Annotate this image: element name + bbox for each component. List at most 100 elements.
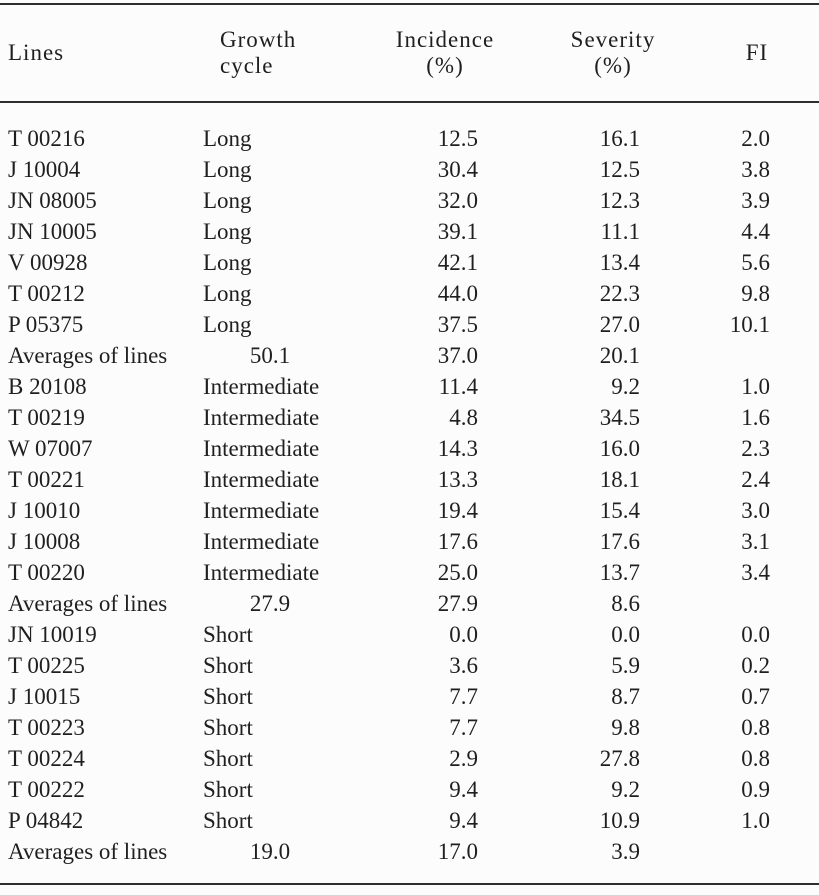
- line-cell: Averages of lines: [8, 342, 168, 368]
- incidence-cell: 11.4: [438, 373, 478, 399]
- table-row: JN 10005 Long 39.1 11.1 4.4: [0, 216, 819, 247]
- severity-cell: 8.7: [611, 683, 640, 709]
- growth-cycle-cell: Short: [203, 776, 253, 802]
- incidence-cell: 9.4: [449, 807, 478, 833]
- fi-cell: 2.4: [741, 466, 770, 492]
- column-header-fi: FI: [660, 4, 819, 103]
- table-header: Lines Growth cycle Incidence (%) Severit…: [0, 4, 819, 123]
- severity-cell: 11.1: [600, 218, 640, 244]
- severity-cell: 12.5: [599, 156, 640, 182]
- incidence-cell: 37.0: [437, 342, 478, 368]
- column-header-incidence: Incidence (%): [345, 4, 500, 103]
- column-header-fi-label: FI: [745, 40, 769, 65]
- growth-cycle-cell: Intermediate: [203, 559, 320, 585]
- table-row: J 10010 Intermediate 19.4 15.4 3.0: [0, 495, 819, 526]
- severity-cell: 27.0: [599, 311, 640, 337]
- column-header-incidence-unit: (%): [426, 53, 464, 78]
- line-cell: W 07007: [8, 435, 93, 461]
- table-row: T 00220 Intermediate 25.0 13.7 3.4: [0, 557, 819, 588]
- table-row: J 10004 Long 30.4 12.5 3.8: [0, 154, 819, 185]
- header-spacer-row: [0, 102, 819, 123]
- column-header-lines: Lines: [0, 4, 195, 103]
- table-row: P 04842 Short 9.4 10.9 1.0: [0, 805, 819, 836]
- severity-cell: 16.0: [599, 435, 640, 461]
- line-cell: B 20108: [8, 373, 87, 399]
- growth-cycle-cell: Long: [203, 156, 252, 182]
- table-body: T 00216 Long 12.5 16.1 2.0 J 10004 Long 30.4 12.…: [0, 123, 819, 867]
- growth-cycle-cell: Short: [203, 745, 253, 771]
- header-row: Lines Growth cycle Incidence (%) Severit…: [0, 4, 819, 103]
- average-row: Averages of lines 27.9 27.9 8.6: [0, 588, 819, 619]
- table-row: J 10015 Short 7.7 8.7 0.7: [0, 681, 819, 712]
- fi-cell: 0.2: [741, 652, 770, 678]
- growth-cycle-cell: 50.1: [249, 342, 291, 368]
- line-cell: T 00220: [8, 559, 85, 585]
- growth-cycle-cell: Intermediate: [203, 435, 320, 461]
- line-cell: JN 10005: [8, 218, 97, 244]
- growth-cycle-cell: Long: [203, 311, 252, 337]
- severity-cell: 18.1: [599, 466, 640, 492]
- fi-cell: 4.4: [741, 218, 770, 244]
- growth-cycle-cell: Long: [203, 125, 252, 151]
- growth-cycle-cell: Intermediate: [203, 466, 320, 492]
- severity-cell: 13.4: [599, 249, 640, 275]
- fi-cell: 0.8: [741, 745, 770, 771]
- incidence-cell: 17.6: [437, 528, 478, 554]
- severity-cell: 20.1: [599, 342, 640, 368]
- line-cell: T 00219: [8, 404, 85, 430]
- fi-cell: 0.7: [741, 683, 770, 709]
- severity-cell: 27.8: [599, 745, 640, 771]
- incidence-cell: 4.8: [449, 404, 478, 430]
- fi-cell: 1.0: [741, 373, 770, 399]
- incidence-cell: 42.1: [437, 249, 478, 275]
- average-row: Averages of lines 19.0 17.0 3.9: [0, 836, 819, 867]
- severity-cell: 15.4: [599, 497, 640, 523]
- header-spacer-cell: [0, 102, 819, 123]
- table-row: T 00223 Short 7.7 9.8 0.8: [0, 712, 819, 743]
- fi-cell: 9.8: [741, 280, 770, 306]
- line-cell: T 00221: [8, 466, 85, 492]
- table-row: T 00219 Intermediate 4.8 34.5 1.6: [0, 402, 819, 433]
- lines-incidence-severity-table: Lines Growth cycle Incidence (%) Severit…: [0, 3, 819, 867]
- severity-cell: 5.9: [611, 652, 640, 678]
- fi-cell: 10.1: [729, 311, 770, 337]
- incidence-cell: 25.0: [437, 559, 478, 585]
- average-row: Averages of lines 50.1 37.0 20.1: [0, 340, 819, 371]
- column-header-severity-label: Severity: [570, 27, 656, 52]
- fi-cell: 3.1: [741, 528, 770, 554]
- growth-cycle-cell: Long: [203, 249, 252, 275]
- growth-cycle-cell: Intermediate: [203, 497, 320, 523]
- line-cell: JN 10019: [8, 621, 97, 647]
- table-row: T 00222 Short 9.4 9.2 0.9: [0, 774, 819, 805]
- incidence-cell: 14.3: [437, 435, 478, 461]
- table-row: T 00225 Short 3.6 5.9 0.2: [0, 650, 819, 681]
- table-row: JN 10019 Short 0.0 0.0 0.0: [0, 619, 819, 650]
- table-row: T 00216 Long 12.5 16.1 2.0: [0, 123, 819, 154]
- incidence-cell: 7.7: [449, 714, 478, 740]
- table-row: JN 08005 Long 32.0 12.3 3.9: [0, 185, 819, 216]
- incidence-cell: 12.5: [437, 125, 478, 151]
- fi-cell: 5.6: [741, 249, 770, 275]
- column-header-growth-cycle: Growth cycle: [195, 4, 345, 103]
- incidence-cell: 30.4: [437, 156, 478, 182]
- line-cell: T 00223: [8, 714, 85, 740]
- line-cell: J 10010: [8, 497, 81, 523]
- growth-cycle-cell: Long: [203, 218, 252, 244]
- severity-cell: 13.7: [599, 559, 640, 585]
- fi-cell: 3.0: [741, 497, 770, 523]
- incidence-cell: 37.5: [437, 311, 478, 337]
- incidence-cell: 3.6: [449, 652, 478, 678]
- fi-cell: [660, 340, 819, 371]
- severity-cell: 10.9: [599, 807, 640, 833]
- fi-cell: [660, 588, 819, 619]
- incidence-cell: 9.4: [449, 776, 478, 802]
- incidence-cell: 7.7: [449, 683, 478, 709]
- severity-cell: 17.6: [599, 528, 640, 554]
- line-cell: P 04842: [8, 807, 84, 833]
- incidence-cell: 44.0: [437, 280, 478, 306]
- severity-cell: 9.8: [611, 714, 640, 740]
- growth-cycle-cell: Short: [203, 807, 253, 833]
- line-cell: P 05375: [8, 311, 84, 337]
- severity-cell: 0.0: [611, 621, 640, 647]
- table-row: T 00212 Long 44.0 22.3 9.8: [0, 278, 819, 309]
